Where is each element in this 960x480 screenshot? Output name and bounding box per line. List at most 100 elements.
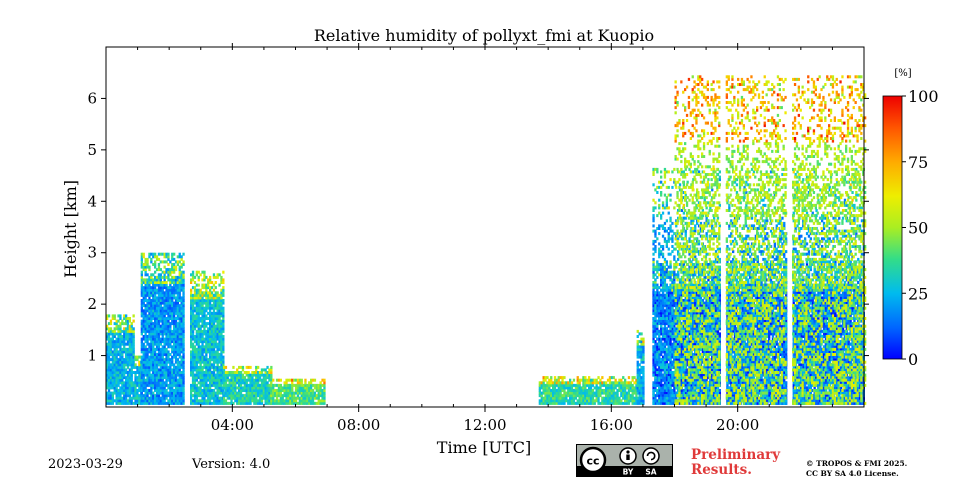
humidity-cell bbox=[158, 335, 160, 338]
humidity-cell bbox=[162, 335, 164, 338]
humidity-cell bbox=[633, 376, 635, 379]
humidity-cell bbox=[637, 335, 639, 338]
humidity-region bbox=[190, 271, 225, 405]
humidity-cell bbox=[270, 371, 272, 374]
humidity-cell bbox=[133, 361, 135, 364]
humidity-cell bbox=[592, 397, 594, 400]
humidity-cell bbox=[148, 255, 150, 258]
humidity-cell bbox=[133, 343, 135, 346]
humidity-cell bbox=[257, 381, 259, 384]
humidity-cell bbox=[225, 399, 227, 402]
humidity-cell bbox=[664, 325, 666, 328]
humidity-cell bbox=[605, 381, 607, 384]
humidity-cell bbox=[270, 374, 272, 377]
humidity-cell bbox=[125, 314, 127, 317]
humidity-cell bbox=[169, 325, 171, 328]
humidity-cell bbox=[257, 366, 259, 369]
humidity-cell bbox=[624, 389, 626, 392]
humidity-cell bbox=[642, 353, 644, 356]
humidity-cell bbox=[312, 389, 314, 392]
humidity-cell bbox=[323, 381, 325, 384]
humidity-cell bbox=[215, 286, 217, 289]
humidity-cell bbox=[240, 371, 242, 374]
humidity-cell bbox=[171, 361, 173, 364]
humidity-cell bbox=[323, 384, 325, 387]
humidity-cell bbox=[222, 361, 224, 364]
humidity-cell bbox=[222, 363, 224, 366]
humidity-cell bbox=[154, 263, 156, 266]
humidity-cell bbox=[658, 335, 660, 338]
humidity-cell bbox=[222, 289, 224, 292]
humidity-cell bbox=[642, 374, 644, 377]
humidity-cell bbox=[146, 353, 148, 356]
humidity-cell bbox=[145, 345, 147, 348]
humidity-cell bbox=[133, 348, 135, 351]
humidity-cell bbox=[182, 374, 184, 377]
humidity-cell bbox=[624, 379, 626, 382]
humidity-cell bbox=[218, 273, 220, 276]
humidity-cell bbox=[571, 381, 573, 384]
humidity-cell bbox=[310, 381, 312, 384]
humidity-cell bbox=[592, 389, 594, 392]
humidity-cell bbox=[213, 389, 215, 392]
humidity-cell bbox=[182, 384, 184, 387]
humidity-cell bbox=[217, 276, 219, 279]
humidity-cell bbox=[143, 253, 145, 256]
humidity-cell bbox=[182, 348, 184, 351]
humidity-cell bbox=[181, 255, 183, 258]
humidity-cell bbox=[209, 276, 211, 279]
humidity-cell bbox=[588, 376, 590, 379]
humidity-cell bbox=[222, 327, 224, 330]
humidity-cell bbox=[162, 289, 164, 292]
humidity-cell bbox=[108, 314, 110, 317]
humidity-cell bbox=[642, 389, 644, 392]
humidity-cell bbox=[213, 371, 215, 374]
humidity-cell bbox=[594, 402, 596, 405]
humidity-field bbox=[106, 75, 866, 405]
humidity-cell bbox=[222, 345, 224, 348]
humidity-cell bbox=[222, 356, 224, 359]
humidity-cell bbox=[182, 291, 184, 294]
humidity-cell bbox=[222, 343, 224, 346]
humidity-cell bbox=[182, 397, 184, 400]
humidity-cell bbox=[632, 379, 634, 382]
humidity-cell bbox=[222, 389, 224, 392]
humidity-cell bbox=[181, 266, 183, 269]
humidity-cell bbox=[222, 307, 224, 310]
humidity-cell bbox=[182, 307, 184, 310]
humidity-cell bbox=[182, 381, 184, 384]
humidity-cell bbox=[323, 379, 325, 382]
humidity-cell bbox=[642, 348, 644, 351]
humidity-region bbox=[223, 366, 273, 405]
humidity-cell bbox=[148, 266, 150, 269]
humidity-cell bbox=[230, 399, 232, 402]
humidity-cell bbox=[320, 381, 322, 384]
humidity-cell bbox=[690, 281, 692, 284]
humidity-cell bbox=[108, 335, 110, 338]
humidity-cell bbox=[150, 389, 152, 392]
humidity-cell bbox=[110, 327, 112, 330]
humidity-cell bbox=[276, 397, 278, 400]
humidity-cell bbox=[194, 327, 196, 330]
humidity-cell bbox=[596, 379, 598, 382]
humidity-cell bbox=[143, 343, 145, 346]
humidity-cell bbox=[323, 402, 325, 405]
humidity-cell bbox=[167, 253, 169, 256]
humidity-cell bbox=[119, 317, 121, 320]
humidity-cell bbox=[656, 327, 658, 330]
humidity-cell bbox=[642, 379, 644, 382]
humidity-cell bbox=[196, 363, 198, 366]
humidity-cell bbox=[642, 384, 644, 387]
humidity-cell bbox=[196, 273, 198, 276]
humidity-cell bbox=[169, 353, 171, 356]
humidity-cell bbox=[304, 379, 306, 382]
humidity-cell bbox=[323, 389, 325, 392]
humidity-cell bbox=[544, 379, 546, 382]
humidity-cell bbox=[265, 379, 267, 382]
humidity-cell bbox=[198, 284, 200, 287]
humidity-cell bbox=[209, 399, 211, 402]
humidity-cell bbox=[182, 343, 184, 346]
humidity-cell bbox=[205, 309, 207, 312]
humidity-cell bbox=[642, 356, 644, 359]
chart-title: Relative humidity of pollyxt_fmi at Kuop… bbox=[314, 26, 654, 45]
